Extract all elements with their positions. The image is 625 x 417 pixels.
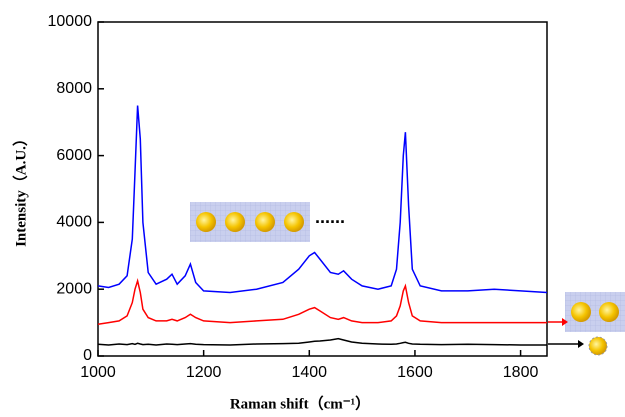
- x-tick-label: 1600: [397, 364, 433, 381]
- x-tick-label: 1400: [291, 364, 327, 381]
- particle-chain-icon: [190, 202, 310, 242]
- y-tick-label: 6000: [56, 147, 92, 164]
- plot-area: 0 2000 4000 6000 8000 10000 1000 1200 1400 1600 18…: [48, 13, 548, 381]
- annotation: ......: [315, 207, 345, 227]
- x-tick-label: 1200: [186, 364, 222, 381]
- series-line: [97, 105, 548, 294]
- y-tick-label: 10000: [48, 13, 93, 30]
- series-line: [97, 278, 547, 326]
- axes-frame: [97, 21, 548, 357]
- single-particle-icon: [548, 336, 608, 356]
- y-tick-label: 8000: [56, 80, 92, 97]
- y-axis-label: Intensity（A.U.）: [11, 131, 29, 247]
- series-line: [97, 337, 547, 346]
- x-tick-label: 1800: [503, 364, 539, 381]
- x-axis-label: Raman shift（cm⁻¹）: [230, 394, 370, 412]
- x-tick-label: 1000: [80, 364, 116, 381]
- particle-pair-icon: [548, 292, 625, 332]
- y-tick-label: 4000: [56, 214, 92, 231]
- y-tick-label: 2000: [56, 280, 92, 297]
- y-tick-label: 0: [83, 347, 92, 364]
